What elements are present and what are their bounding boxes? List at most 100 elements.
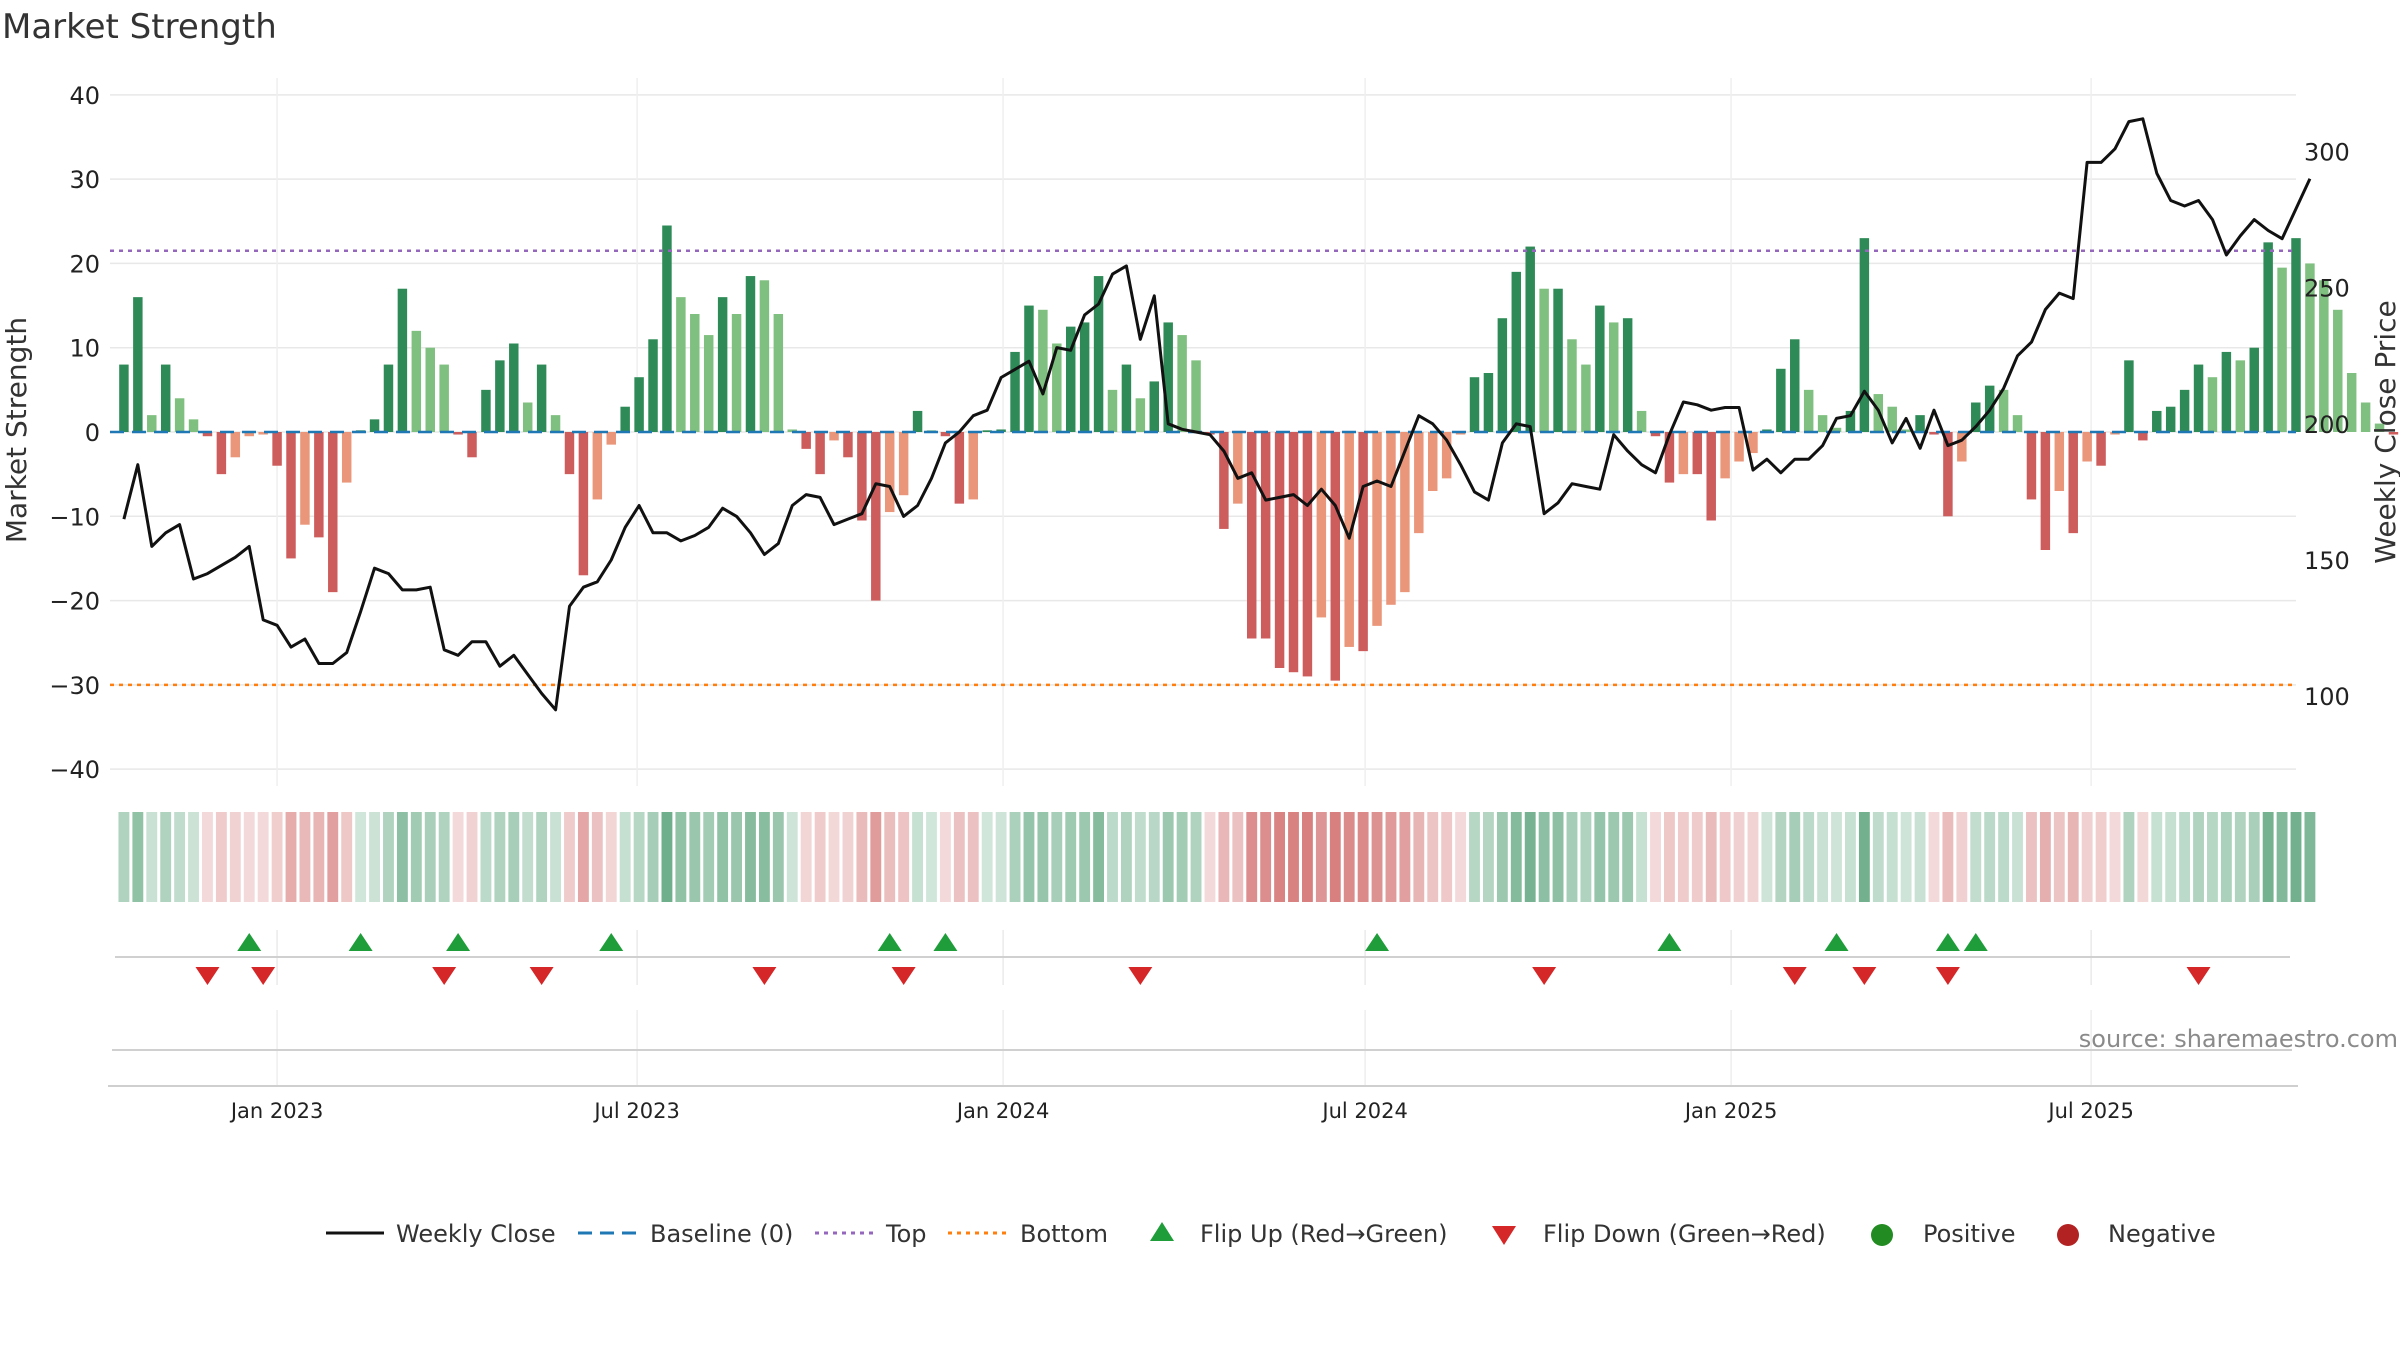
strength-bar — [2124, 360, 2134, 432]
flip-down-marker — [1935, 967, 1960, 985]
ribbon-cell — [1636, 812, 1648, 902]
ribbon-cell — [2067, 812, 2079, 902]
strength-bar — [968, 432, 978, 500]
strength-bar — [1497, 318, 1508, 432]
ribbon-cell — [146, 812, 158, 902]
ribbon-cell — [2276, 812, 2288, 902]
strength-bar — [1065, 326, 1076, 432]
grid-lines — [110, 78, 2296, 1086]
strength-bar — [1915, 415, 1925, 432]
ribbon-cell — [884, 812, 896, 902]
strength-bar — [717, 297, 728, 432]
ribbon-cell — [1441, 812, 1453, 902]
ribbon-cell — [1176, 812, 1188, 902]
ribbon-cell — [633, 812, 645, 902]
strength-bar — [676, 297, 686, 432]
ribbon-cell — [2123, 812, 2135, 902]
ribbon-cell — [410, 812, 422, 902]
flip-down-marker — [1852, 967, 1877, 985]
ribbon-cell — [1357, 812, 1369, 902]
strength-bar — [1414, 432, 1424, 534]
strength-bar — [578, 432, 589, 576]
strength-bar — [1887, 406, 1897, 432]
strength-bar — [1595, 305, 1605, 432]
source-note: source: sharemaestro.com — [2079, 1025, 2398, 1053]
ribbon-cell — [1204, 812, 1216, 902]
flip-up-marker — [1365, 933, 1390, 951]
ribbon-cell — [1817, 812, 1829, 902]
strength-bar — [314, 432, 324, 538]
strength-bar — [2082, 432, 2092, 462]
right-y-axis-label: Weekly Close Price — [2369, 300, 2400, 563]
ribbon-cell — [355, 812, 367, 902]
ribbon-cell — [1455, 812, 1467, 902]
strength-bar — [703, 335, 714, 432]
ribbon-cell — [1594, 812, 1606, 902]
strength-bar — [1121, 364, 1132, 432]
strength-bar — [411, 330, 422, 432]
strength-bar — [216, 432, 227, 475]
strength-bar — [1274, 432, 1285, 668]
ribbon-cell — [1970, 812, 1982, 902]
ribbon-cell — [1120, 812, 1132, 902]
strength-bar — [341, 432, 352, 483]
flip-down-marker — [891, 967, 916, 985]
strength-bar — [2249, 347, 2259, 432]
ribbon-cell — [285, 812, 297, 902]
ribbon-cell — [1427, 812, 1439, 902]
ribbon-cell — [1664, 812, 1675, 902]
ribbon-cell — [2026, 812, 2037, 902]
flip-up-marker — [599, 933, 624, 951]
chart-title: Market Strength — [2, 7, 277, 47]
strength-bar — [1622, 318, 1633, 432]
strength-bar — [2152, 410, 2162, 432]
strength-bar — [1539, 288, 1549, 432]
strength-bar — [1845, 410, 1856, 432]
ribbon-cell — [341, 812, 353, 902]
ribbon-cell — [1608, 812, 1620, 902]
strength-bar — [1943, 432, 1953, 517]
ribbon-cell — [536, 812, 548, 902]
flip-up-marker — [237, 933, 262, 951]
ribbon-cell — [758, 812, 770, 902]
ribbon-cell — [577, 812, 589, 902]
strength-bar — [2277, 267, 2287, 432]
strength-bar — [690, 314, 700, 432]
strength-ribbon — [118, 812, 2316, 902]
ribbon-cell — [564, 812, 575, 902]
ribbon-cell — [1552, 812, 1564, 902]
strength-bar — [801, 432, 811, 449]
strength-bar — [1998, 389, 2009, 432]
x-tick-label: Jul 2024 — [1320, 1099, 1407, 1123]
strength-bar — [1636, 410, 1647, 432]
ribbon-cell — [550, 812, 561, 902]
strength-bar — [1706, 432, 1716, 521]
ribbon-cell — [1956, 812, 1968, 902]
strength-bar — [1957, 432, 1967, 462]
ribbon-cell — [313, 812, 325, 902]
ribbon-cell — [1914, 812, 1926, 902]
strength-bar — [495, 360, 505, 432]
ribbon-cell — [605, 812, 617, 902]
ribbon-cell — [1371, 812, 1383, 902]
strength-bar — [300, 432, 310, 525]
ribbon-cell — [508, 812, 520, 902]
strength-bar — [1483, 373, 1494, 432]
strength-bar — [2193, 364, 2204, 432]
ribbon-cell — [2304, 812, 2316, 902]
strength-bar — [2221, 351, 2232, 432]
right-y-tick-label: 150 — [2304, 547, 2350, 575]
strength-bar — [1692, 432, 1703, 475]
strength-bar — [536, 364, 547, 432]
strength-bar — [2388, 432, 2399, 435]
ribbon-cell — [995, 812, 1007, 902]
flip-down-marker — [1128, 967, 1153, 985]
ribbon-cell — [856, 812, 868, 902]
left-y-tick-label: −20 — [49, 588, 100, 616]
strength-bar — [509, 343, 519, 432]
ribbon-cell — [1775, 812, 1787, 902]
strength-bar — [2040, 432, 2051, 550]
strength-bar — [453, 432, 463, 435]
strength-bar — [1901, 429, 1911, 432]
strength-bar — [857, 432, 867, 521]
